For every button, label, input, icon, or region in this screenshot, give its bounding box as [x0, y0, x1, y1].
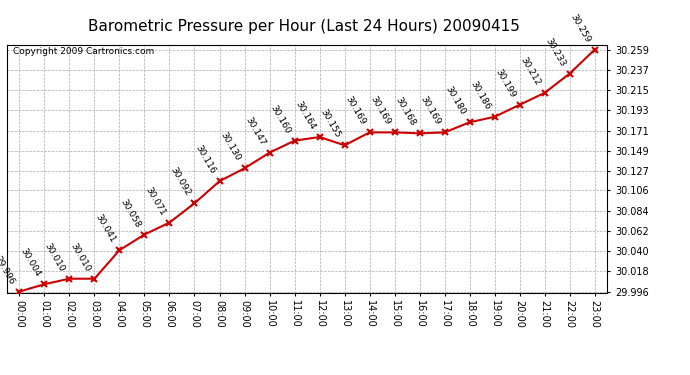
Text: 30.147: 30.147 [243, 116, 267, 147]
Text: 30.058: 30.058 [118, 197, 141, 229]
Text: 30.168: 30.168 [393, 96, 417, 128]
Text: 29.996: 29.996 [0, 254, 17, 286]
Text: 30.116: 30.116 [193, 144, 217, 176]
Text: 30.155: 30.155 [318, 108, 342, 140]
Text: 30.041: 30.041 [93, 213, 117, 244]
Text: 30.169: 30.169 [418, 95, 442, 127]
Text: 30.092: 30.092 [168, 166, 192, 198]
Text: 30.212: 30.212 [518, 56, 542, 87]
Text: 30.004: 30.004 [18, 247, 41, 279]
Text: 30.169: 30.169 [368, 95, 392, 127]
Text: 30.160: 30.160 [268, 103, 292, 135]
Text: 30.130: 30.130 [218, 131, 241, 163]
Text: 30.186: 30.186 [469, 80, 492, 111]
Text: Barometric Pressure per Hour (Last 24 Hours) 20090415: Barometric Pressure per Hour (Last 24 Ho… [88, 19, 520, 34]
Text: 30.071: 30.071 [143, 185, 167, 217]
Text: 30.010: 30.010 [68, 241, 92, 273]
Text: 30.199: 30.199 [493, 68, 517, 99]
Text: Copyright 2009 Cartronics.com: Copyright 2009 Cartronics.com [13, 48, 154, 57]
Text: 30.169: 30.169 [343, 95, 367, 127]
Text: 30.233: 30.233 [543, 36, 567, 68]
Text: 30.010: 30.010 [43, 241, 67, 273]
Text: 30.259: 30.259 [569, 12, 592, 44]
Text: 30.180: 30.180 [443, 85, 467, 117]
Text: 30.164: 30.164 [293, 100, 317, 132]
